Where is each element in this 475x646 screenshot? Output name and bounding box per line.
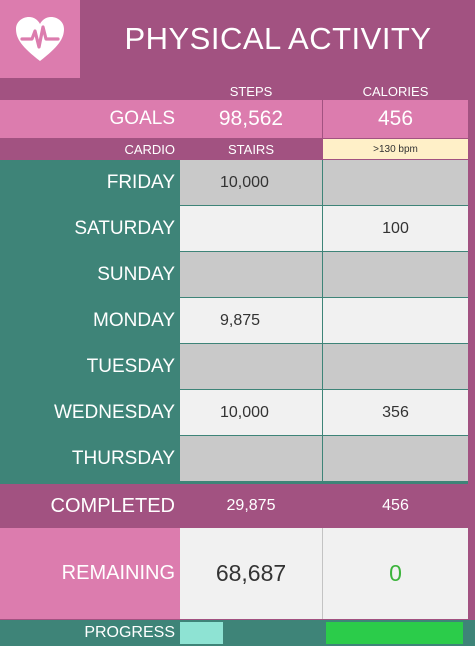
day-steps-cell[interactable] xyxy=(180,252,322,297)
remaining-label: REMAINING xyxy=(0,528,180,619)
progress-calories-bar xyxy=(326,622,463,644)
progress-steps-bar xyxy=(180,622,322,644)
day-label-thursday: THURSDAY xyxy=(71,448,175,469)
page-title-text: PHYSICAL ACTIVITY xyxy=(124,21,432,56)
remaining-steps: 68,687 xyxy=(180,528,322,619)
completed-label: COMPLETED xyxy=(50,494,175,517)
day-steps-cell[interactable]: 10,000 xyxy=(180,160,322,205)
day-steps-cell[interactable]: 10,000 xyxy=(180,390,322,435)
day-calories-cell[interactable] xyxy=(323,160,468,205)
day-calories-cell[interactable] xyxy=(323,344,468,389)
day-calories-cell[interactable]: 100 xyxy=(323,206,468,251)
day-calories-cell[interactable]: 356 xyxy=(323,390,468,435)
page-title: PHYSICAL ACTIVITY xyxy=(81,0,475,78)
day-label-friday: FRIDAY xyxy=(106,172,175,193)
day-steps-cell[interactable]: 9,875 xyxy=(180,298,322,343)
progress-steps-fill xyxy=(180,622,224,644)
cardio-label: CARDIO xyxy=(124,141,175,157)
progress-calories-fill xyxy=(326,622,463,644)
day-calories-cell[interactable] xyxy=(323,298,468,343)
logo-tile xyxy=(0,0,80,78)
remaining-calories: 0 xyxy=(323,528,468,619)
day-label-monday: MONDAY xyxy=(93,310,175,331)
column-header-calories: CALORIES xyxy=(362,83,429,99)
heart-rate-label[interactable]: >130 bpm xyxy=(323,139,468,159)
goals-steps[interactable]: 98,562 xyxy=(180,100,322,138)
day-calories-cell[interactable] xyxy=(323,252,468,297)
day-steps-cell[interactable] xyxy=(180,436,322,481)
completed-steps: 29,875 xyxy=(226,497,276,514)
heart-pulse-icon xyxy=(16,17,64,61)
column-header-steps: STEPS xyxy=(229,83,273,99)
day-label-wednesday: WEDNESDAY xyxy=(53,402,175,423)
goals-label: GOALS xyxy=(0,100,180,138)
goals-calories[interactable]: 456 xyxy=(323,100,468,138)
day-steps-cell[interactable] xyxy=(180,344,322,389)
day-table: FRIDAY 10,000 SATURDAY 100 SUNDAY MONDAY 9,875… xyxy=(0,160,475,484)
day-label-sunday: SUNDAY xyxy=(97,264,175,285)
progress-label: PROGRESS xyxy=(84,624,175,641)
day-label-saturday: SATURDAY xyxy=(74,218,175,239)
day-steps-cell[interactable] xyxy=(180,206,322,251)
completed-calories: 456 xyxy=(382,497,409,514)
day-label-tuesday: TUESDAY xyxy=(86,356,175,377)
day-calories-cell[interactable] xyxy=(323,436,468,481)
stairs-label: STAIRS xyxy=(228,141,274,157)
